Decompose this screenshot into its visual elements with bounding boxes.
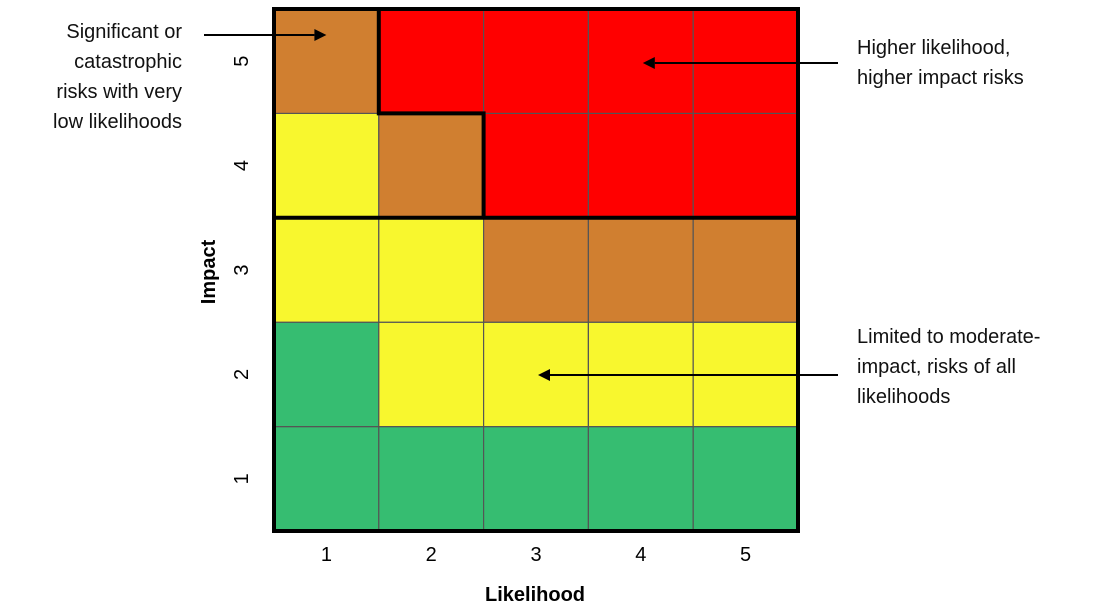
x-tick-label-3: 3 [530,544,541,566]
x-axis-label: Likelihood [485,584,585,606]
annotation-significant-low-likelihood: Significant or catastrophic risks with ver… [53,17,182,137]
matrix-outer-border [272,7,800,533]
very-high-region-boundary [376,9,486,218]
y-axis-label: Impact [198,239,220,304]
heatmap-cell-l4-i5 [587,8,694,115]
y-tick-label-4: 4 [231,160,253,171]
y-tick-label-1: 1 [231,473,253,484]
heatmap-cell-l1-i3 [273,217,380,323]
heatmap-cell-l2-i5 [378,8,485,115]
annotation-line: low likelihoods [53,111,182,133]
heatmap-cell-l3-i5 [483,8,590,115]
heatmap-cells [273,8,799,532]
heatmap-cell-l3-i3 [483,217,590,323]
heatmap-cell-l3-i1 [483,426,590,532]
heatmap-cell-l2-i2 [378,321,485,428]
axis-tick-labels: 1 2 3 4 5 1 2 3 4 5 [231,56,751,566]
heatmap-cell-l4-i1 [587,426,694,532]
annotation-line: higher impact risks [857,67,1024,89]
heatmap-cell-l5-i5 [692,8,799,115]
heatmap-cell-l1-i5 [273,8,380,115]
heatmap-cell-l1-i1 [273,426,380,532]
x-tick-label-5: 5 [740,544,751,566]
annotation-limited-moderate-impact: Limited to moderate-impact, risks of all… [857,322,1040,412]
annotation-line: risks with very [56,81,182,103]
heatmap-cell-l5-i1 [692,426,799,532]
heatmap-cell-l3-i4 [483,112,590,219]
y-tick-label-5: 5 [231,56,253,67]
heatmap-cell-l2-i3 [378,217,485,323]
heatmap-cell-l4-i4 [587,112,694,219]
risk-region-outlines [272,7,800,533]
heatmap-cell-l4-i3 [587,217,694,323]
annotation-line: Significant or [66,21,182,43]
annotation-line: catastrophic [74,51,182,73]
x-tick-label-2: 2 [426,544,437,566]
heatmap-cell-l2-i4 [378,112,485,219]
heatmap-cell-l5-i3 [692,217,799,323]
y-tick-label-2: 2 [231,369,253,380]
arrow-significant-low-likelihood [204,29,327,41]
annotation-line: impact, risks of all [857,356,1016,378]
heatmap-cell-l5-i4 [692,112,799,219]
annotation-line: Higher likelihood, [857,37,1011,59]
heatmap-cell-l2-i1 [378,426,485,532]
annotation-arrows [204,29,838,381]
x-tick-label-4: 4 [635,544,646,566]
x-tick-label-1: 1 [321,544,332,566]
arrow-higher-likelihood-higher-impact [642,57,838,69]
heatmap-cell-l1-i4 [273,112,380,219]
annotation-line: likelihoods [857,386,951,408]
annotation-line: Limited to moderate- [857,326,1041,348]
y-tick-label-3: 3 [231,264,253,275]
heatmap-cell-l1-i2 [273,321,380,428]
annotation-higher-likelihood-higher-impact: Higher likelihood, higher impact risks [857,33,1024,93]
arrow-limited-moderate-impact [538,369,838,381]
